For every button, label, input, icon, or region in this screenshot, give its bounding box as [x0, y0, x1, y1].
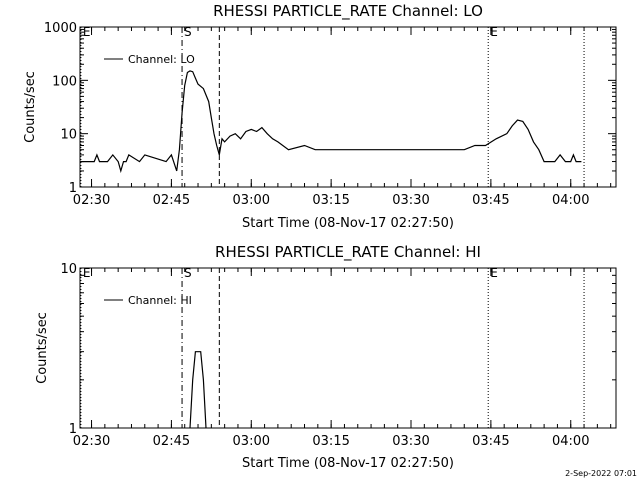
lo-marker-label: E: [83, 25, 91, 39]
hi-legend-label: Channel: HI: [128, 294, 192, 307]
hi-x-tick-label: 02:30: [73, 434, 110, 449]
lo-chart-title: RHESSI PARTICLE_RATE Channel: LO: [213, 2, 483, 21]
lo-y-tick-label: 1: [69, 181, 77, 196]
lo-y-axis-label: Counts/sec: [23, 71, 38, 143]
lo-series-group: [80, 70, 582, 174]
lo-x-axis-label: Start Time (08-Nov-17 02:27:50): [242, 216, 454, 231]
hi-marker-label: E: [490, 266, 498, 280]
lo-marker-label: E: [490, 25, 498, 39]
lo-y-tick-label: 10: [60, 128, 77, 143]
lo-x-tick-label: 03:00: [233, 193, 270, 208]
lo-series-line: [80, 70, 582, 174]
lo-x-axis: 02:30 02:45 03:00 03:15 03:30 03:45 04:00: [73, 27, 612, 208]
lo-x-tick-label: 04:00: [552, 193, 589, 208]
hi-series-group: [189, 351, 207, 429]
hi-y-tick-label: 1: [69, 422, 77, 437]
hi-x-tick-label: 03:30: [392, 434, 429, 449]
lo-legend-label: Channel: LO: [128, 53, 195, 66]
hi-marker-label: E: [83, 266, 91, 280]
hi-x-tick-label: 03:00: [233, 434, 270, 449]
hi-x-tick-label: 04:00: [552, 434, 589, 449]
footer-date: 2-Sep-2022 07:01: [565, 469, 637, 478]
lo-y-axis: 1 10 100 1000: [44, 21, 616, 196]
hi-x-tick-label: 03:45: [472, 434, 509, 449]
hi-x-tick-label: 03:15: [312, 434, 349, 449]
hi-legend: Channel: HI: [104, 294, 192, 307]
hi-x-axis-label: Start Time (08-Nov-17 02:27:50): [242, 456, 454, 471]
lo-x-tick-label: 02:45: [153, 193, 190, 208]
hi-series-line: [189, 351, 207, 429]
hi-y-axis-label: Counts/sec: [35, 312, 50, 384]
lo-y-tick-label: 100: [52, 74, 77, 89]
lo-x-tick-label: 03:30: [392, 193, 429, 208]
hi-channel-panel: RHESSI PARTICLE_RATE Channel: HI 1 10 02:…: [35, 243, 617, 471]
hi-chart-title: RHESSI PARTICLE_RATE Channel: HI: [215, 243, 481, 262]
hi-marker-label: S: [184, 266, 192, 280]
hi-x-tick-label: 02:45: [153, 434, 190, 449]
lo-plot-frame: [79, 26, 617, 188]
lo-legend: Channel: LO: [104, 53, 195, 66]
hi-plot-frame: [79, 267, 617, 429]
hi-y-axis: 1 10: [60, 262, 616, 437]
hi-y-tick-label: 10: [60, 262, 77, 277]
hi-x-axis: 02:30 02:45 03:00 03:15 03:30 03:45 04:00: [73, 268, 612, 449]
lo-marker-label: S: [184, 25, 192, 39]
lo-x-tick-label: 03:45: [472, 193, 509, 208]
lo-x-tick-label: 03:15: [312, 193, 349, 208]
lo-x-tick-label: 02:30: [73, 193, 110, 208]
lo-y-tick-label: 1000: [44, 21, 77, 36]
lo-channel-panel: RHESSI PARTICLE_RATE Channel: LO 1101001…: [23, 2, 617, 231]
